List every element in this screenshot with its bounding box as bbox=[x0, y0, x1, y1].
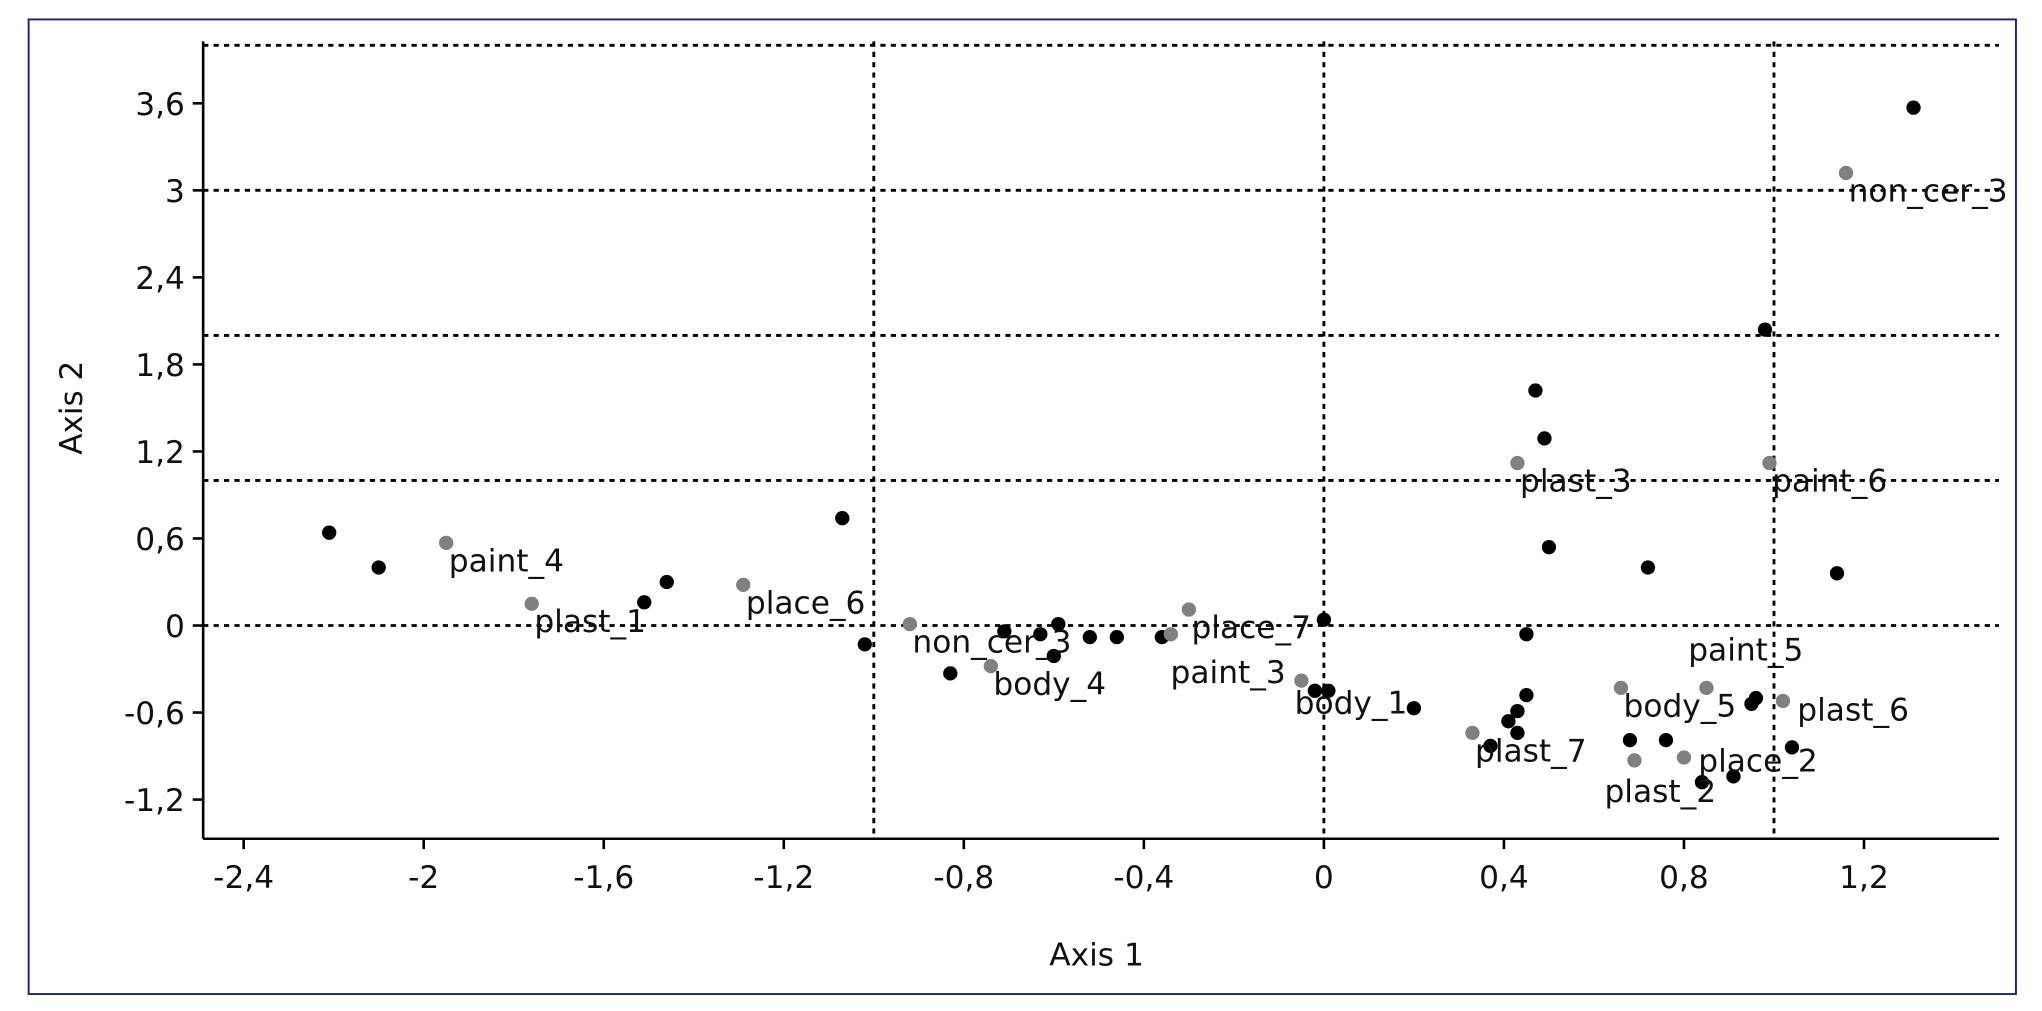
point-label: place_2 bbox=[1698, 744, 1818, 780]
point-label: non_cer_3 bbox=[1849, 174, 2008, 210]
x-tick-label: 0,4 bbox=[1479, 860, 1529, 896]
point-label: place_7 bbox=[1191, 610, 1311, 646]
point-label: plast_3 bbox=[1520, 464, 1632, 500]
point-label: non_cer_3 bbox=[912, 625, 1071, 661]
point-label: paint_3 bbox=[1171, 655, 1286, 691]
y-tick-label: 0,6 bbox=[135, 522, 185, 558]
point bbox=[1775, 693, 1791, 709]
point bbox=[997, 624, 1012, 639]
point-label: body_1 bbox=[1295, 685, 1408, 721]
point bbox=[1406, 701, 1422, 716]
y-tick-label: -1,2 bbox=[124, 783, 185, 819]
point bbox=[1082, 629, 1098, 645]
point-label: plast_7 bbox=[1475, 733, 1587, 769]
point bbox=[1046, 648, 1061, 664]
point bbox=[1510, 455, 1525, 471]
point bbox=[1613, 680, 1629, 696]
frame bbox=[27, 18, 2017, 996]
point bbox=[943, 666, 958, 681]
point bbox=[1033, 627, 1048, 642]
point-label: paint_4 bbox=[449, 543, 564, 579]
point bbox=[1519, 627, 1534, 642]
point bbox=[1726, 769, 1741, 784]
point bbox=[1829, 566, 1845, 581]
point bbox=[983, 659, 998, 674]
point bbox=[1501, 714, 1516, 729]
y-tick-label: 1,2 bbox=[135, 435, 185, 471]
point bbox=[637, 595, 652, 610]
y-tick-label: 0 bbox=[165, 609, 185, 645]
point bbox=[1627, 753, 1642, 768]
point bbox=[1510, 703, 1525, 719]
x-tick-label: -0,8 bbox=[933, 860, 994, 896]
point bbox=[1163, 627, 1179, 642]
point bbox=[1321, 683, 1336, 698]
y-tick-label: 2,4 bbox=[135, 261, 185, 297]
point-label: paint_5 bbox=[1688, 633, 1803, 669]
x-tick-label: -1,6 bbox=[573, 860, 634, 896]
point-label: body_5 bbox=[1624, 688, 1737, 724]
point bbox=[902, 616, 917, 632]
point bbox=[1483, 738, 1498, 754]
x-tick-label: -0,4 bbox=[1113, 860, 1174, 896]
x-tick-label: -1,2 bbox=[753, 860, 814, 896]
x-axis-label: Axis 1 bbox=[1049, 938, 1144, 974]
point bbox=[1906, 100, 1921, 115]
point bbox=[1510, 725, 1525, 740]
point bbox=[1528, 383, 1543, 398]
point bbox=[1181, 602, 1197, 617]
x-tick-label: 0,8 bbox=[1659, 860, 1709, 896]
point bbox=[659, 574, 674, 590]
point bbox=[1622, 732, 1638, 748]
point bbox=[1541, 540, 1557, 555]
point-label: plast_2 bbox=[1604, 774, 1716, 810]
y-tick-label: 3,6 bbox=[135, 87, 185, 123]
y-tick-label: -0,6 bbox=[124, 696, 185, 732]
point bbox=[322, 525, 337, 540]
point bbox=[439, 535, 454, 550]
point bbox=[857, 637, 872, 652]
point bbox=[1519, 688, 1534, 703]
point bbox=[1316, 612, 1332, 627]
x-tick-label: 0 bbox=[1314, 860, 1334, 896]
point bbox=[1109, 629, 1125, 645]
x-tick-label: 1,2 bbox=[1839, 860, 1889, 896]
point bbox=[1051, 616, 1066, 632]
point bbox=[1838, 165, 1854, 181]
point bbox=[1784, 740, 1800, 755]
point-label: place_6 bbox=[746, 585, 866, 621]
y-tick-label: 3 bbox=[165, 174, 185, 210]
x-tick-label: -2 bbox=[408, 860, 439, 896]
point bbox=[1757, 322, 1773, 337]
point bbox=[1762, 455, 1777, 471]
point bbox=[1294, 673, 1309, 688]
point-label: body_4 bbox=[993, 667, 1106, 703]
point-label: paint_6 bbox=[1772, 464, 1887, 500]
point bbox=[1694, 775, 1710, 790]
point-label: plast_1 bbox=[534, 604, 646, 640]
point bbox=[371, 560, 386, 575]
point bbox=[1640, 560, 1656, 575]
point bbox=[1699, 680, 1714, 696]
point bbox=[736, 577, 751, 593]
point bbox=[1658, 732, 1674, 748]
point bbox=[835, 511, 850, 526]
point bbox=[1537, 431, 1552, 446]
point bbox=[1465, 725, 1480, 740]
point bbox=[1307, 683, 1323, 698]
point bbox=[524, 596, 539, 611]
y-tick-label: 1,8 bbox=[135, 348, 185, 384]
x-tick-label: -2,4 bbox=[213, 860, 274, 896]
point-label: plast_6 bbox=[1797, 692, 1909, 728]
point bbox=[1676, 750, 1692, 765]
y-axis-label: Axis 2 bbox=[54, 361, 90, 455]
point bbox=[1748, 690, 1764, 706]
